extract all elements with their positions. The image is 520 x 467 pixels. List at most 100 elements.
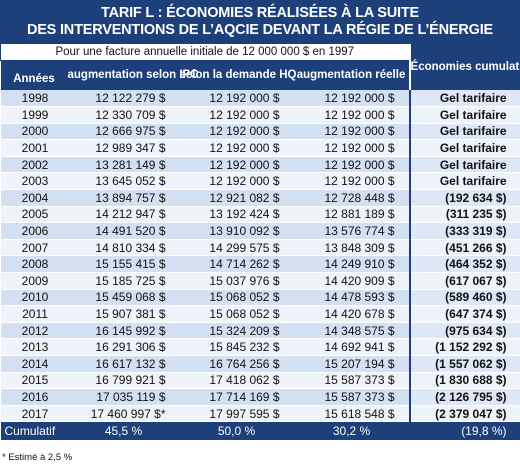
title-line-1: TARIF L : ÉCONOMIES RÉALISÉES À LA SUITE: [100, 5, 419, 21]
reelle-cell: 15 207 194 $: [293, 355, 410, 373]
ipc-cell: 17 460 997 $*: [67, 405, 180, 423]
hq-cell: 12 192 000 $: [179, 123, 294, 141]
cumulative-hq: 50,0 %: [179, 421, 294, 440]
economies-cell: Gel tarifaire: [408, 139, 520, 157]
title-line-2: DES INTERVENTIONS DE L’AQCIE DEVANT LA R…: [26, 22, 494, 38]
table-row: 1999 12 330 709 $12 192 000 $12 192 000 $…: [0, 106, 520, 124]
reelle-cell: 14 420 678 $: [293, 305, 410, 323]
year-cell: 2009: [0, 272, 68, 290]
table-row: 2002 13 281 149 $12 192 000 $12 192 000 $…: [0, 156, 520, 174]
hq-cell: 17 418 062 $: [179, 372, 294, 390]
hq-cell: 15 037 976 $: [179, 272, 294, 290]
ipc-cell: 14 810 334 $: [67, 239, 180, 257]
ipc-cell: 12 122 279 $: [67, 90, 180, 108]
ipc-cell: 14 491 520 $: [67, 222, 180, 240]
hq-cell: 12 921 082 $: [179, 189, 294, 207]
ipc-cell: 16 799 921 $: [67, 372, 180, 390]
ipc-cell: 15 155 415 $: [67, 255, 180, 274]
table-row: 2012 16 145 992 $15 324 209 $14 348 575 $…: [0, 322, 520, 340]
savings-table: Pour une facture annuelle initiale de 12…: [0, 44, 520, 440]
hq-cell: 15 845 232 $: [179, 338, 294, 356]
hq-cell: 13 192 424 $: [179, 206, 294, 224]
ipc-cell: 16 145 992 $: [67, 322, 180, 340]
economies-cell: (1 830 688 $): [408, 372, 520, 390]
economies-cell: Gel tarifaire: [408, 106, 520, 124]
economies-cell: (333 319 $): [408, 222, 520, 240]
year-cell: 2014: [0, 355, 68, 373]
reelle-cell: 12 192 000 $: [293, 123, 410, 141]
table-row: 2007 14 810 334 $14 299 575 $13 848 309 $…: [0, 239, 520, 257]
footnote: * Estimé à 2,5 %: [2, 452, 73, 463]
economies-cell: Gel tarifaire: [408, 90, 520, 108]
reelle-cell: 12 192 000 $: [293, 156, 410, 174]
reelle-cell: 12 728 448 $: [293, 189, 410, 207]
economies-cell: (975 634 $): [408, 322, 520, 340]
table-title: TARIF L : ÉCONOMIES RÉALISÉES À LA SUITE…: [0, 0, 520, 44]
hq-cell: 12 192 000 $: [179, 90, 294, 108]
year-cell: 2016: [0, 388, 68, 406]
reelle-cell: 14 348 575 $: [293, 322, 410, 340]
ipc-cell: 15 185 725 $: [67, 272, 180, 290]
hq-cell: 17 714 169 $: [179, 388, 294, 406]
table-row: 2008 15 155 415 $14 714 262 $14 249 910 $…: [0, 255, 520, 274]
economies-cell: (464 352 $): [408, 255, 520, 274]
cumulative-label: Cumulatif: [0, 421, 68, 440]
year-cell: 2004: [0, 189, 68, 207]
reelle-cell: 15 587 373 $: [293, 388, 410, 406]
ipc-cell: 13 645 052 $: [67, 172, 180, 191]
table-row: 2015 16 799 921 $17 418 062 $15 587 373 $…: [0, 372, 520, 390]
economies-cell: (1 557 062 $): [408, 355, 520, 373]
ipc-cell: 14 212 947 $: [67, 206, 180, 224]
hq-cell: 13 910 092 $: [179, 222, 294, 240]
hq-cell: 14 299 575 $: [179, 239, 294, 257]
economies-cell: (451 266 $): [408, 239, 520, 257]
ipc-cell: 12 666 975 $: [67, 123, 180, 141]
hq-cell: 12 192 000 $: [179, 156, 294, 174]
economies-cell: (1 152 292 $): [408, 338, 520, 356]
header-reelle: augmentation réelle: [293, 60, 410, 90]
subtitle-row: Pour une facture annuelle initiale de 12…: [0, 44, 520, 90]
ipc-cell: 13 281 149 $: [67, 156, 180, 174]
table-row: 2009 15 185 725 $15 037 976 $14 420 909 $…: [0, 272, 520, 290]
year-cell: 2015: [0, 372, 68, 390]
cumulative-reelle: 30,2 %: [293, 421, 410, 440]
ipc-cell: 17 035 119 $: [67, 388, 180, 406]
hq-cell: 17 997 595 $: [179, 405, 294, 423]
reelle-cell: 13 848 309 $: [293, 239, 410, 257]
table-row: 2010 15 459 068 $15 068 052 $14 478 593 $…: [0, 289, 520, 307]
cumulative-ipc: 45,5 %: [67, 421, 180, 440]
table-row: 2001 12 989 347 $12 192 000 $12 192 000 $…: [0, 139, 520, 157]
header-ipc: augmentation selon IPC: [67, 60, 199, 90]
reelle-cell: 13 576 774 $: [293, 222, 410, 240]
ipc-cell: 12 989 347 $: [67, 139, 180, 157]
hq-cell: 15 068 052 $: [179, 289, 294, 307]
year-cell: 2002: [0, 156, 68, 174]
ipc-cell: 15 459 068 $: [67, 289, 180, 307]
reelle-cell: 14 478 593 $: [293, 289, 410, 307]
year-cell: 2001: [0, 139, 68, 157]
reelle-cell: 12 192 000 $: [293, 90, 410, 108]
reelle-cell: 12 192 000 $: [293, 139, 410, 157]
header-row: Années augmentation selon IPC selon la d…: [0, 60, 520, 90]
header-economies: Économies cumulatives: [408, 44, 520, 90]
year-cell: 2006: [0, 222, 68, 240]
economies-cell: (2 126 795 $): [408, 388, 520, 406]
hq-cell: 14 714 262 $: [179, 255, 294, 274]
year-cell: 1999: [0, 106, 68, 124]
table-row: 1998 12 122 279 $12 192 000 $12 192 000 $…: [0, 90, 520, 108]
ipc-cell: 16 291 306 $: [67, 338, 180, 356]
reelle-cell: 12 881 189 $: [293, 206, 410, 224]
year-cell: 2017: [0, 405, 68, 423]
year-cell: 1998: [0, 90, 68, 108]
cumulative-row: Cumulatif 45,5 % 50,0 % 30,2 % (19,8 %): [0, 421, 520, 440]
reelle-cell: 15 618 548 $: [293, 405, 410, 423]
economies-cell: (617 067 $): [408, 272, 520, 290]
table-row: 2014 16 617 132 $16 764 256 $15 207 194 $…: [0, 355, 520, 373]
economies-cell: (311 235 $): [408, 206, 520, 224]
economies-cell: Gel tarifaire: [408, 156, 520, 174]
economies-cell: Gel tarifaire: [408, 172, 520, 191]
hq-cell: 12 192 000 $: [179, 106, 294, 124]
table-row: 2013 16 291 306 $15 845 232 $14 692 941 $…: [0, 338, 520, 356]
table-row: 2000 12 666 975 $12 192 000 $12 192 000 $…: [0, 123, 520, 141]
